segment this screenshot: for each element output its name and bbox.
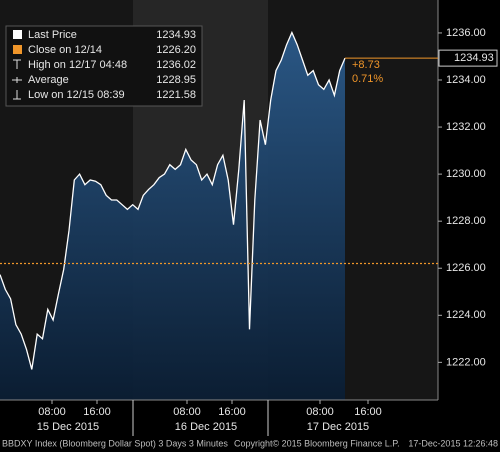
legend-label: Close on 12/14 [28, 44, 102, 56]
legend-value: 1228.95 [156, 74, 196, 86]
line [0, 30, 346, 370]
footer-right: 17-Dec-2015 12:26:48 [408, 438, 498, 448]
area [0, 32, 345, 400]
footer-left: BBDXY Index (Bloomberg Dollar Spot) 3 Da… [2, 438, 228, 448]
change-label: +8.73 [352, 59, 380, 71]
legend-icon [13, 45, 22, 54]
legend: Last Price 1234.93 Close on 12/14 1226.20 Hi… [5, 25, 203, 107]
change-label: 0.71% [352, 73, 383, 85]
x-tick-label: 08:00 [38, 406, 66, 418]
legend-icon [13, 30, 22, 39]
legend-icon [13, 59, 21, 69]
y-tick-label: 1224.00 [446, 309, 486, 321]
plot [0, 30, 346, 400]
x-tick-label: 16:00 [354, 406, 382, 418]
legend-value: 1226.20 [156, 44, 196, 56]
legend-label: High on 12/17 04:48 [28, 59, 127, 71]
legend-box [5, 25, 203, 107]
day-label: 17 Dec 2015 [307, 421, 369, 433]
y-tick-label: 1236.00 [446, 27, 486, 39]
y-tick-label: 1230.00 [446, 168, 486, 180]
legend-value: 1221.58 [156, 89, 196, 101]
y-tick-label: 1226.00 [446, 262, 486, 274]
x-tick-label: 16:00 [83, 406, 111, 418]
last-price-tag [438, 49, 498, 67]
day-label: 15 Dec 2015 [37, 421, 99, 433]
legend-icon [13, 90, 21, 100]
legend-label: Average [28, 74, 69, 86]
legend-label: Low on 12/15 08:39 [28, 89, 125, 101]
y-tick-label: 1232.00 [446, 121, 486, 133]
legend-icon [12, 77, 22, 83]
legend-value: 1236.02 [156, 59, 196, 71]
y-tick-label: 1234.00 [446, 74, 486, 86]
legend-label: Last Price [28, 29, 77, 41]
footer-center: Copyright© 2015 Bloomberg Finance L.P. [234, 438, 400, 448]
x-tick-label: 08:00 [173, 406, 201, 418]
last-price-label: 1234.93 [454, 52, 494, 64]
x-tick-label: 16:00 [218, 406, 246, 418]
x-tick-label: 08:00 [306, 406, 334, 418]
y-tick-label: 1228.00 [446, 215, 486, 227]
day-label: 16 Dec 2015 [175, 421, 237, 433]
legend-value: 1234.93 [156, 29, 196, 41]
y-tick-label: 1222.00 [446, 356, 486, 368]
